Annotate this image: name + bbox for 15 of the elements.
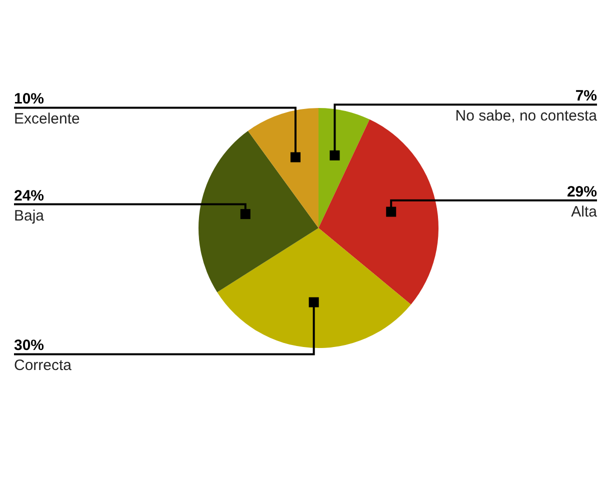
pie-slice bbox=[198, 130, 318, 292]
pie-slice bbox=[318, 108, 370, 228]
slice-label: Alta bbox=[571, 203, 598, 220]
pie-slice bbox=[248, 108, 318, 228]
slice-label: No sabe, no contesta bbox=[455, 108, 598, 125]
pie-slice bbox=[217, 228, 411, 348]
data-label: 30% bbox=[14, 337, 44, 354]
slice-label: Excelente bbox=[14, 110, 80, 128]
slice-label: Baja bbox=[14, 207, 45, 224]
data-label: 24% bbox=[14, 187, 44, 204]
slice-label: Correcta bbox=[14, 357, 72, 374]
data-label: 29% bbox=[566, 183, 597, 200]
data-label: 10% bbox=[14, 90, 44, 108]
data-label: 7% bbox=[575, 88, 597, 105]
pie-slice bbox=[318, 119, 438, 304]
